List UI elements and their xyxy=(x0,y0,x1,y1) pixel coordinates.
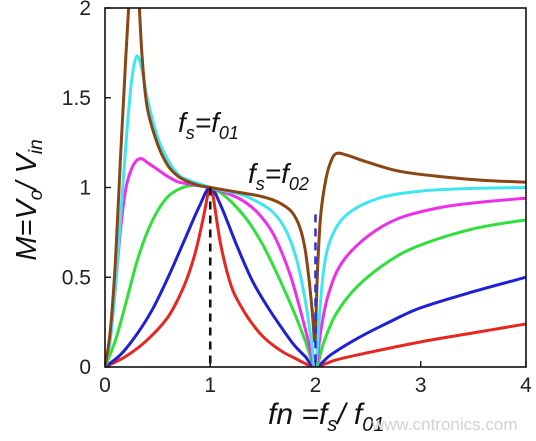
watermark: www.cntronics.com xyxy=(371,415,517,434)
x-tick-label: 3 xyxy=(415,374,427,397)
y-axis-label: M=Vo/ Vin xyxy=(11,139,47,260)
y-tick-label: 1.5 xyxy=(62,87,91,110)
tick-group: 0 1 2 3 4 0 0.5 1 1.5 2 xyxy=(62,0,532,397)
y-tick-label: 0 xyxy=(79,356,91,379)
series-group xyxy=(105,8,526,367)
series-line-2 xyxy=(105,186,526,367)
y-tick-label: 2 xyxy=(79,0,91,20)
x-tick-label: 0 xyxy=(99,374,111,397)
series-line-6 xyxy=(105,8,526,367)
series-line-4 xyxy=(105,157,526,367)
vertical-marker-group xyxy=(208,187,317,367)
x-tick-label: 4 xyxy=(520,374,532,397)
annotation-fs-f02: fs=f02 xyxy=(248,158,309,194)
x-tick-label: 1 xyxy=(204,374,216,397)
x-tick-label: 2 xyxy=(310,374,322,397)
x-axis-label: fn =fs/ f01 xyxy=(268,398,384,436)
annotation-fs-f01: fs=f01 xyxy=(178,107,239,143)
series-line-3 xyxy=(105,183,526,367)
series-line-1 xyxy=(105,185,526,367)
y-tick-label: 1 xyxy=(79,177,91,200)
y-tick-label: 0.5 xyxy=(62,266,91,289)
